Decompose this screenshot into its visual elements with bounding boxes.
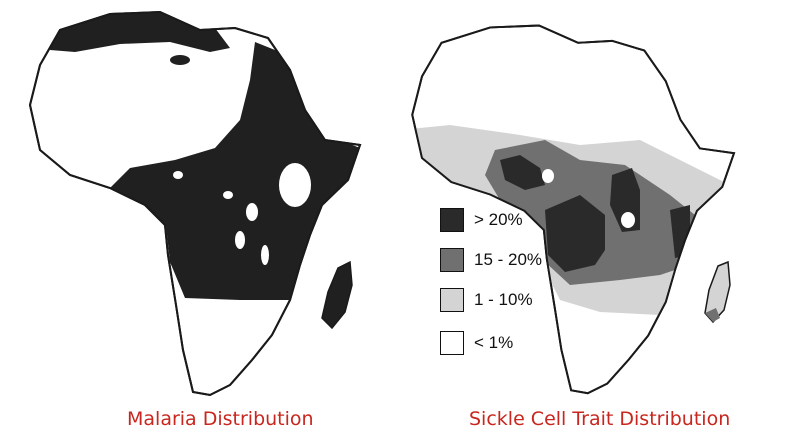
legend-label-15-20: 15 - 20% [474,250,543,269]
malaria-madagascar [321,260,353,330]
malaria-map-caption: Malaria Distribution [127,408,314,430]
legend-label-gt20: > 20% [474,210,523,229]
sickle-cell-map [411,24,735,395]
legend-swatch-lt1 [440,331,464,355]
legend-swatch-15-20 [440,248,464,272]
region-gt20-west [500,155,545,190]
sickle-cell-map-caption: Sickle Cell Trait Distribution [469,408,731,430]
malaria-map [29,11,361,396]
legend-swatch-1-10 [440,288,464,312]
legend-swatch-gt20 [440,208,464,232]
malaria-tropical-band [110,42,360,300]
legend-label-1-10: 1 - 10% [474,290,533,309]
region-gt20-central [545,195,605,272]
legend-label-lt1: < 1% [474,333,514,352]
